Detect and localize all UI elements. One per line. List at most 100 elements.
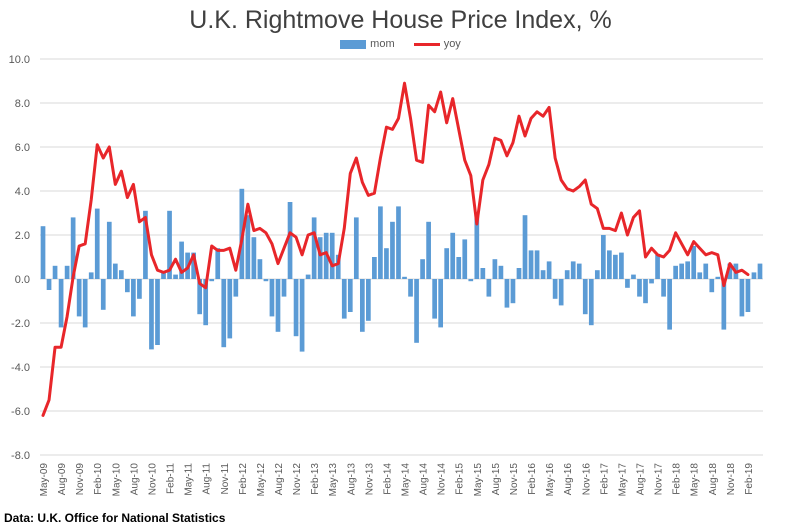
mom-bar [221, 279, 227, 348]
mom-bar [739, 279, 745, 317]
x-tick-label: May-15 [473, 463, 484, 497]
mom-bar [155, 279, 160, 345]
mom-bar [372, 257, 377, 279]
mom-bar [125, 279, 130, 293]
x-tick-label: May-17 [617, 463, 628, 497]
mom-bar [510, 279, 516, 304]
mom-bar [637, 279, 642, 297]
x-tick-label: Feb-12 [238, 463, 249, 495]
mom-bar [112, 263, 118, 279]
x-tick-label: May-11 [184, 463, 195, 496]
y-tick-label: -6.0 [11, 406, 30, 418]
y-tick-label: -2.0 [11, 318, 30, 330]
chart-legend: mom yoy [0, 38, 801, 50]
x-axis-ticks: May-09 Aug-09 Nov-09 Feb-10 May-10 Aug-10 Nov-… [39, 463, 755, 497]
mom-bar [408, 279, 413, 297]
mom-bar [287, 202, 293, 279]
mom-bar [468, 279, 474, 282]
mom-bar [685, 261, 691, 279]
mom-bar [504, 279, 510, 308]
mom-bar [197, 279, 203, 315]
mom-bar [715, 276, 721, 279]
yoy-line [41, 81, 750, 417]
mom-bar [619, 252, 624, 279]
mom-bar [516, 268, 522, 279]
x-tick-label: Aug-15 [491, 463, 502, 496]
mom-bar [643, 279, 648, 304]
mom-bar [305, 274, 311, 279]
mom-bar [649, 279, 654, 284]
x-tick-label: Feb-18 [672, 463, 683, 495]
mom-bar [281, 279, 287, 297]
mom-bar [576, 263, 582, 279]
mom-bar [366, 279, 371, 321]
mom-bar [709, 279, 715, 293]
mom-bar [673, 265, 678, 279]
mom-bar [697, 272, 703, 279]
mom-bar [64, 265, 70, 279]
mom-bar [522, 215, 528, 279]
x-tick-label: Aug-12 [274, 463, 285, 496]
mom-bar [528, 250, 534, 279]
mom-bar [275, 279, 281, 332]
legend-item-yoy: yoy [413, 38, 461, 51]
mom-bar [58, 279, 64, 328]
mom-bar [167, 210, 172, 279]
x-tick-label: Nov-11 [220, 463, 231, 495]
y-tick-label: 6.0 [15, 142, 30, 154]
mom-bar [311, 217, 317, 279]
mom-bar [341, 279, 347, 319]
legend-swatch-mom [340, 39, 367, 49]
mom-bar [203, 279, 209, 326]
mom-bar [558, 279, 564, 306]
mom-bar [480, 268, 486, 279]
x-tick-label: Nov-18 [726, 463, 737, 496]
mom-bar [564, 270, 570, 279]
mom-bar [335, 254, 341, 279]
mom-bar [691, 246, 697, 279]
mom-bar [263, 279, 269, 282]
legend-swatch-yoy [413, 42, 440, 46]
mom-bar [293, 279, 299, 337]
mom-bar [299, 279, 305, 352]
x-tick-label: Nov-12 [292, 463, 303, 496]
mom-bar [161, 272, 166, 279]
mom-bar [534, 250, 540, 279]
legend-label-yoy: yoy [443, 38, 461, 51]
mom-bar [594, 270, 600, 279]
mom-bar [88, 272, 94, 279]
mom-bar [474, 213, 480, 279]
x-tick-label: Nov-16 [581, 463, 592, 496]
mom-bar [359, 279, 365, 332]
mom-bar [215, 248, 221, 279]
mom-bar [745, 279, 751, 312]
mom-bar [546, 261, 552, 279]
x-tick-label: May-12 [256, 463, 267, 497]
mom-bar [227, 279, 233, 339]
mom-bar [703, 263, 709, 279]
mom-bar [76, 279, 82, 317]
mom-bar [631, 274, 636, 279]
mom-bar [420, 259, 425, 279]
y-tick-label: 2.0 [15, 230, 30, 242]
y-tick-label: 4.0 [15, 186, 30, 198]
x-tick-label: May-09 [39, 463, 50, 497]
mom-bar [118, 270, 124, 279]
y-tick-label: 8.0 [15, 98, 30, 110]
mom-bar [378, 206, 383, 279]
mom-bar [173, 274, 178, 279]
x-tick-label: Nov-13 [364, 463, 375, 496]
mom-bar [757, 263, 763, 279]
x-tick-label: Feb-19 [744, 463, 755, 495]
mom-bar [582, 279, 588, 315]
legend-label-mom: mom [370, 38, 395, 51]
x-tick-label: Aug-16 [563, 463, 574, 496]
mom-bar [588, 279, 594, 326]
mom-bar [100, 279, 106, 310]
mom-bar [384, 248, 389, 279]
mom-bar [131, 279, 136, 317]
mom-bar [94, 208, 100, 279]
x-tick-label: Aug-11 [202, 463, 213, 495]
mom-bar [721, 279, 727, 330]
